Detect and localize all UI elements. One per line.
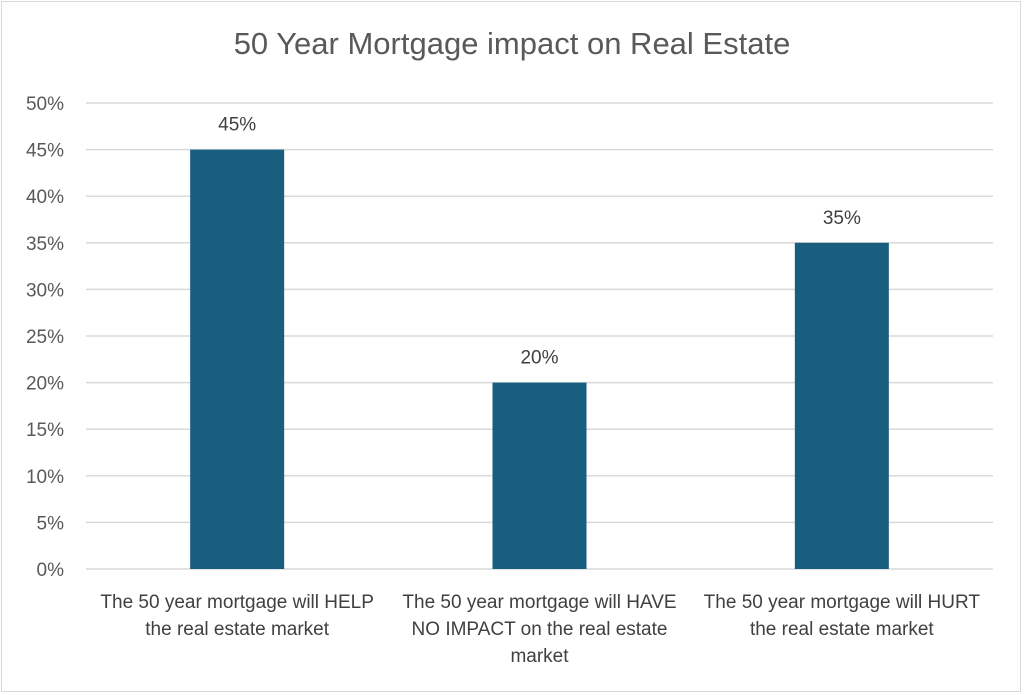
- y-tick-label: 25%: [26, 327, 64, 348]
- bar: [492, 382, 587, 569]
- y-tick-label: 10%: [26, 467, 64, 488]
- y-tick-label: 40%: [26, 187, 64, 208]
- chart-title: 50 Year Mortgage impact on Real Estate: [233, 26, 791, 61]
- y-tick-label: 45%: [26, 141, 64, 162]
- data-label: 45%: [218, 115, 256, 136]
- x-category-label: The 50 year mortgage will HELP the real …: [100, 592, 374, 640]
- data-label: 20%: [520, 348, 558, 369]
- y-tick-label: 0%: [37, 560, 65, 581]
- bar: [190, 149, 285, 569]
- data-label: 35%: [823, 208, 861, 229]
- y-tick-label: 20%: [26, 374, 64, 395]
- x-category-label: The 50 year mortgage will HURT the real …: [703, 592, 980, 640]
- bar: [794, 242, 889, 570]
- y-tick-label: 35%: [26, 234, 64, 255]
- y-tick-label: 30%: [26, 280, 64, 301]
- y-tick-label: 5%: [37, 513, 65, 534]
- y-tick-label: 50%: [26, 94, 64, 115]
- y-tick-label: 15%: [26, 420, 64, 441]
- x-category-label: The 50 year mortgage will HAVE NO IMPACT…: [402, 592, 677, 667]
